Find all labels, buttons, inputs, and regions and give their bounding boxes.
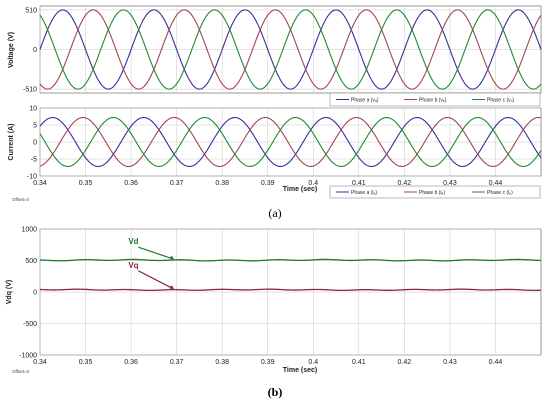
x-tick-label: 0.38 <box>215 180 229 187</box>
voltage-legend-box <box>329 92 541 107</box>
vdq-y-axis-label: Vdq (V) <box>6 280 13 305</box>
legend-entry: Phase a (vₐ) <box>351 97 379 103</box>
annotation-arrowhead <box>169 285 175 290</box>
y-tick-label: 5 <box>33 123 37 130</box>
x-tick-label: 0.39 <box>261 180 275 187</box>
x-tick-label: 0.36 <box>124 359 138 366</box>
vdq-y-ticks: 1000 500 0 -500 -1000 <box>19 227 37 360</box>
caption-b: (b) <box>268 385 283 399</box>
x-tick-label: 0.41 <box>352 180 366 187</box>
current-legend: Phase a (iₐ) Phase b (iₑ) Phase c (iₒ) <box>329 185 541 199</box>
y-tick-label: 1000 <box>21 227 37 234</box>
x-tick-label: 0.43 <box>443 359 457 366</box>
series-line-phase-a <box>39 116 542 168</box>
vdq-grid <box>39 228 541 356</box>
y-tick-label: 510 <box>25 7 37 14</box>
annotation-label-vd: Vd <box>128 237 138 246</box>
x-tick-label: 0.37 <box>170 359 184 366</box>
series-line-vd <box>39 258 542 262</box>
legend-entry: Phase a (iₐ) <box>351 190 377 196</box>
y-tick-label: -5 <box>31 157 37 164</box>
vdq-x-ticks: 0.34 0.35 0.36 0.37 0.38 0.39 0.4 0.41 0.42 0.43 0… <box>33 359 502 366</box>
annotation-arrow <box>138 270 173 289</box>
y-tick-label: -10 <box>27 174 37 181</box>
y-tick-label: -500 <box>23 321 37 328</box>
voltage-y-ticks: 510 0 -510 <box>23 7 37 93</box>
y-tick-label: -510 <box>23 87 37 94</box>
series-line-phase-b <box>39 116 542 168</box>
vdq-x-axis-label: Time (sec) <box>283 367 318 374</box>
x-tick-label: 0.42 <box>398 180 412 187</box>
x-tick-label: 0.4 <box>308 359 318 366</box>
series-line-phase-c <box>39 116 542 168</box>
y-tick-label: 500 <box>25 258 37 265</box>
x-tick-label: 0.42 <box>398 359 412 366</box>
x-tick-label: 0.34 <box>33 359 47 366</box>
series-line-phase-c <box>39 9 542 90</box>
caption-a: (a) <box>268 206 281 220</box>
current-y-axis-label: Current (A) <box>8 124 15 161</box>
y-tick-label: -1000 <box>19 353 37 360</box>
x-tick-label: 0.37 <box>170 180 184 187</box>
x-tick-label: 0.36 <box>124 180 138 187</box>
x-tick-label: 0.4 <box>308 180 318 187</box>
current-grid <box>39 107 541 177</box>
y-tick-label: 0 <box>33 47 37 54</box>
annotation-label-vq: Vq <box>128 261 138 270</box>
legend-entry: Phase b (vₑ) <box>419 97 447 103</box>
voltage-series-group <box>39 9 542 90</box>
vdq-annotations: Vd Vq <box>128 237 175 290</box>
x-tick-label: 0.39 <box>261 359 275 366</box>
x-tick-label: 0.44 <box>489 359 503 366</box>
vdq-offset-label: Offset=0 <box>12 369 30 374</box>
x-tick-label: 0.44 <box>489 180 503 187</box>
x-tick-label: 0.38 <box>215 359 229 366</box>
current-legend-box <box>329 185 541 199</box>
current-x-ticks: 0.34 0.35 0.36 0.37 0.38 0.39 0.4 0.41 0.42 0.43 0… <box>33 180 502 187</box>
current-x-axis-label: Time (sec) <box>283 186 318 193</box>
voltage-panel: 510 0 -510 Voltage (V) Phase a (vₐ) Phase b… <box>8 5 542 107</box>
x-tick-label: 0.41 <box>352 359 366 366</box>
y-tick-label: 0 <box>33 290 37 297</box>
vdq-series-group <box>39 258 542 292</box>
y-tick-label: 10 <box>29 106 37 113</box>
legend-entry: Phase b (iₑ) <box>419 190 445 196</box>
x-tick-label: 0.43 <box>443 180 457 187</box>
legend-entry: Phase c (iₒ) <box>487 190 513 196</box>
annotation-arrow <box>138 246 173 260</box>
current-series-group <box>39 116 542 168</box>
current-offset-label: Offset=0 <box>12 197 30 202</box>
x-tick-label: 0.35 <box>79 359 93 366</box>
x-tick-label: 0.34 <box>33 180 47 187</box>
y-tick-label: 0 <box>33 140 37 147</box>
legend-entry: Phase c (vₒ) <box>487 97 515 103</box>
voltage-y-axis-label: Voltage (V) <box>8 32 15 68</box>
current-panel: 10 5 0 -5 -10 0.34 0.35 0.36 0.37 0.38 0.39 0.4 0.4… <box>8 106 542 202</box>
voltage-legend: Phase a (vₐ) Phase b (vₑ) Phase c (vₒ) <box>329 92 541 107</box>
annotation-arrowhead <box>169 255 175 261</box>
current-y-ticks: 10 5 0 -5 -10 <box>27 106 37 181</box>
series-line-vq <box>39 288 542 292</box>
x-tick-label: 0.35 <box>79 180 93 187</box>
